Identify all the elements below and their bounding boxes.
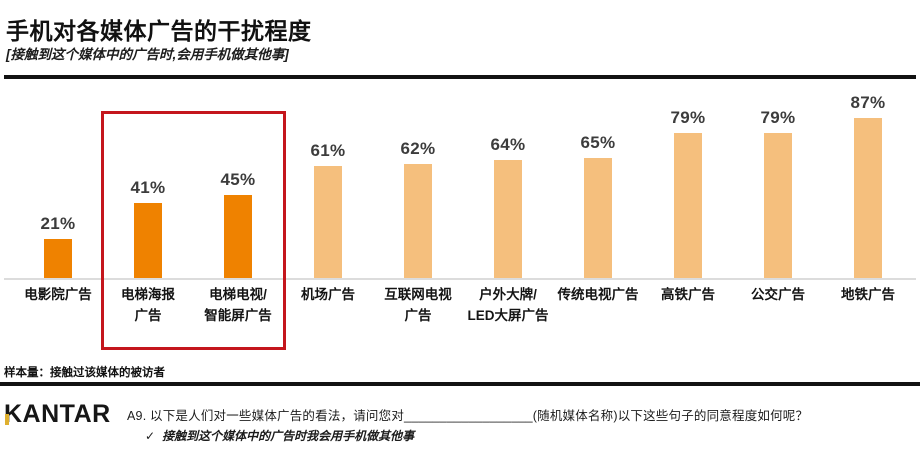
question-text: A9. 以下是人们对一些媒体广告的看法，请问您对________________… (127, 409, 809, 423)
bar-column: 64% 户外大牌/ LED大屏广告 (463, 78, 553, 348)
bar-value-label: 45% (220, 170, 256, 190)
highlight-red-box (101, 111, 286, 350)
bar (404, 163, 432, 278)
bar-column: 45% 电梯电视/ 智能屏广告 (193, 78, 283, 348)
bar-value-label: 87% (850, 92, 886, 112)
bar-area: 21% (13, 78, 103, 278)
bar (764, 132, 792, 278)
bar-category-label: 公交广告 (751, 287, 805, 302)
bar-area: 61% (283, 78, 373, 278)
bar (224, 195, 252, 278)
page-title: 手机对各媒体广告的干扰程度 (6, 18, 312, 44)
footer-divider (0, 382, 920, 386)
bar-value-label: 79% (670, 107, 706, 127)
bar-category-label: 户外大牌/ LED大屏广告 (467, 287, 549, 323)
bar-column: 62% 互联网电视 广告 (373, 78, 463, 348)
bar-column: 79% 公交广告 (733, 78, 823, 348)
bar-category-label: 电梯海报 广告 (121, 287, 175, 323)
questionnaire-note: A9. 以下是人们对一些媒体广告的看法，请问您对________________… (127, 405, 808, 444)
bar-value-label: 62% (400, 138, 436, 158)
page-subtitle: [接触到这个媒体中的广告时,会用手机做其他事] (6, 47, 289, 62)
bar-column: 79% 高铁广告 (643, 78, 733, 348)
check-icon: ✓ (145, 429, 156, 443)
bar-category-label: 电影院广告 (24, 287, 92, 302)
bar-area: 79% (643, 78, 733, 278)
bar (674, 132, 702, 278)
kantar-logo-text: KANTAR (4, 400, 111, 428)
bar-category-label: 电梯电视/ 智能屏广告 (204, 287, 272, 323)
bar (134, 202, 162, 278)
bar (314, 165, 342, 278)
bar-column: 65% 传统电视广告 (553, 78, 643, 348)
statement-line: ✓ 接触到这个媒体中的广告时我会用手机做其他事 (127, 427, 808, 444)
sample-size-note: 样本量：接触过该媒体的被访者 (4, 367, 165, 379)
bar-area: 87% (823, 78, 913, 278)
bar-value-label: 61% (310, 140, 346, 160)
bar-value-label: 79% (760, 107, 796, 127)
bar (584, 158, 612, 278)
bar-area: 45% (193, 78, 283, 278)
kantar-gold-mark-icon (5, 414, 9, 425)
x-axis-line (4, 278, 916, 280)
bar-area: 64% (463, 78, 553, 278)
bar-column: 41% 电梯海报 广告 (103, 78, 193, 348)
bar (44, 239, 72, 278)
bar (494, 160, 522, 278)
bar-category-label: 互联网电视 广告 (384, 287, 452, 323)
bar (854, 117, 882, 278)
bar-category-label: 地铁广告 (841, 287, 895, 302)
bar-value-label: 21% (40, 214, 76, 234)
bar-category-label: 传统电视广告 (557, 287, 639, 302)
bar-value-label: 64% (490, 135, 526, 155)
bar-chart: 21% 电影院广告 41% 电梯海报 广告 45% 电梯电视/ 智能屏广告 61% 机场广告 6… (0, 78, 920, 358)
bar-category-label: 高铁广告 (661, 287, 715, 302)
bar-value-label: 41% (130, 177, 166, 197)
bar-column: 87% 地铁广告 (823, 78, 913, 348)
bar-area: 62% (373, 78, 463, 278)
bar-category-label: 机场广告 (301, 287, 355, 302)
header-divider (4, 75, 916, 79)
bar-column: 21% 电影院广告 (13, 78, 103, 348)
bar-column: 61% 机场广告 (283, 78, 373, 348)
bar-value-label: 65% (580, 133, 616, 153)
bar-area: 41% (103, 78, 193, 278)
bar-area: 79% (733, 78, 823, 278)
statement-text: 接触到这个媒体中的广告时我会用手机做其他事 (162, 429, 415, 443)
kantar-logo: KANTAR (4, 401, 111, 427)
bar-area: 65% (553, 78, 643, 278)
